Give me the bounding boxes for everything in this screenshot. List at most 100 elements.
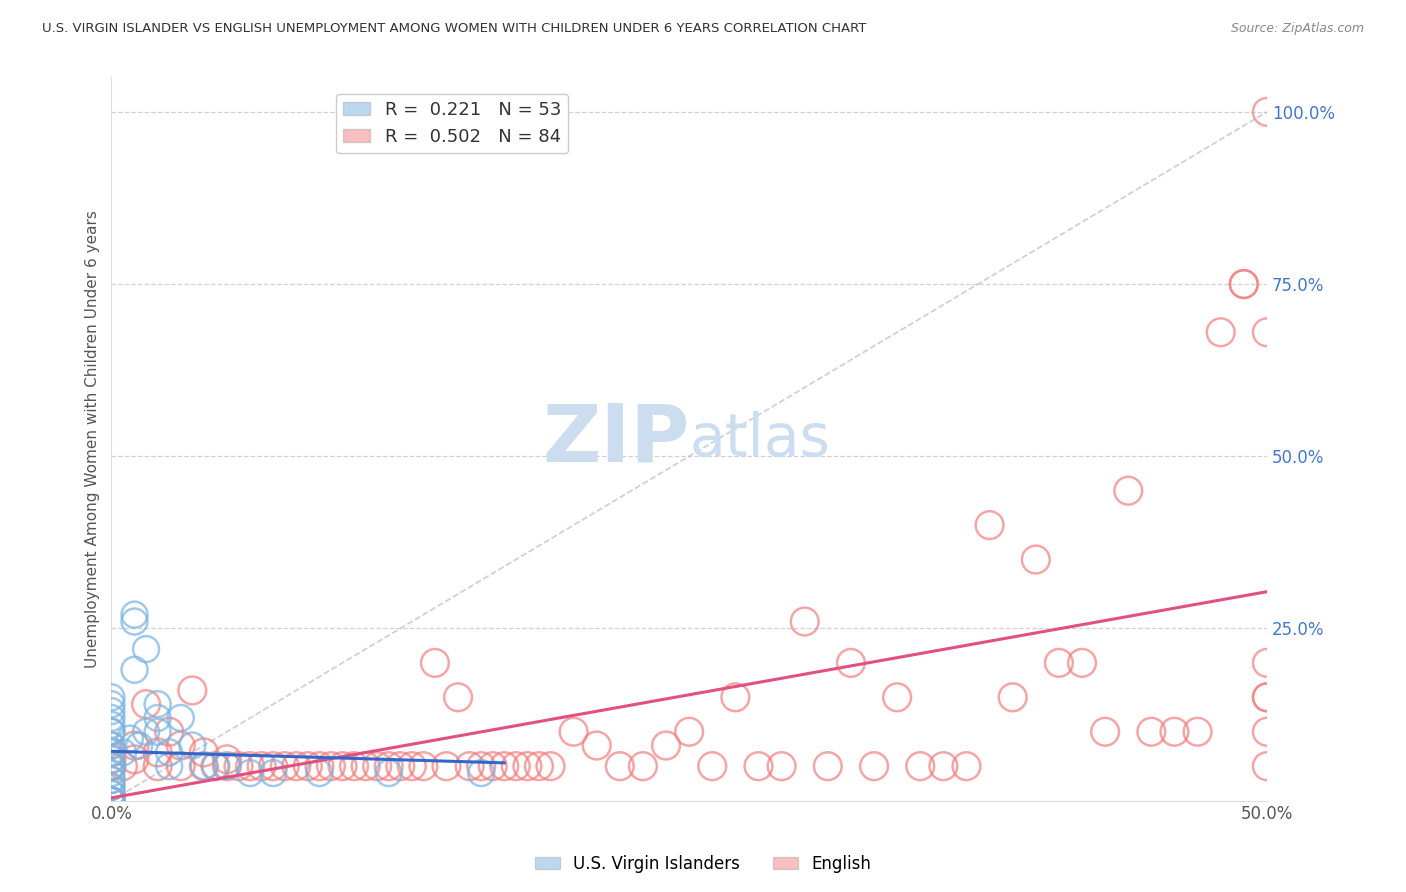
Point <box>540 759 562 773</box>
Point <box>100 780 122 794</box>
Point <box>100 724 122 739</box>
Point <box>1256 104 1278 119</box>
Point <box>262 766 284 780</box>
Point <box>910 759 932 773</box>
Point <box>332 759 354 773</box>
Point <box>817 759 839 773</box>
Point <box>1025 552 1047 566</box>
Point <box>1256 656 1278 670</box>
Point <box>215 752 238 766</box>
Point <box>1233 277 1256 291</box>
Point <box>135 697 157 711</box>
Point <box>1187 724 1209 739</box>
Point <box>886 690 908 705</box>
Point <box>100 772 122 787</box>
Point <box>193 746 215 760</box>
Point <box>100 794 122 808</box>
Point <box>124 739 146 753</box>
Point <box>100 772 122 787</box>
Point <box>979 518 1001 533</box>
Point <box>1140 724 1163 739</box>
Point <box>100 739 122 753</box>
Point <box>100 787 122 801</box>
Y-axis label: Unemployment Among Women with Children Under 6 years: Unemployment Among Women with Children U… <box>86 211 100 668</box>
Point <box>366 759 388 773</box>
Point <box>146 697 169 711</box>
Point <box>100 739 122 753</box>
Point <box>146 746 169 760</box>
Point <box>516 759 538 773</box>
Point <box>100 766 122 780</box>
Point <box>100 718 122 732</box>
Point <box>100 794 122 808</box>
Point <box>100 690 122 705</box>
Point <box>124 752 146 766</box>
Point <box>124 607 146 622</box>
Point <box>100 794 122 808</box>
Point <box>505 759 527 773</box>
Point <box>146 711 169 725</box>
Point <box>793 615 815 629</box>
Point <box>585 739 607 753</box>
Point <box>100 794 122 808</box>
Point <box>747 759 769 773</box>
Point <box>100 752 122 766</box>
Legend: R =  0.221   N = 53, R =  0.502   N = 84: R = 0.221 N = 53, R = 0.502 N = 84 <box>336 94 568 153</box>
Point <box>157 724 180 739</box>
Point <box>100 711 122 725</box>
Point <box>702 759 724 773</box>
Point <box>770 759 793 773</box>
Point <box>494 759 516 773</box>
Point <box>447 690 470 705</box>
Point <box>354 759 377 773</box>
Point <box>100 794 122 808</box>
Point <box>343 759 366 773</box>
Point <box>1209 326 1232 340</box>
Point <box>128 739 150 753</box>
Point <box>1233 277 1256 291</box>
Point <box>377 766 399 780</box>
Point <box>215 759 238 773</box>
Point <box>839 656 862 670</box>
Point <box>170 711 193 725</box>
Point <box>423 656 446 670</box>
Point <box>1256 690 1278 705</box>
Point <box>100 704 122 718</box>
Point <box>319 759 342 773</box>
Point <box>100 794 122 808</box>
Point <box>863 759 886 773</box>
Text: Source: ZipAtlas.com: Source: ZipAtlas.com <box>1230 22 1364 36</box>
Point <box>250 759 273 773</box>
Point <box>1163 724 1185 739</box>
Point <box>470 766 492 780</box>
Point <box>100 759 122 773</box>
Point <box>377 759 399 773</box>
Point <box>100 787 122 801</box>
Point <box>1047 656 1070 670</box>
Point <box>181 683 204 698</box>
Point <box>170 739 193 753</box>
Point <box>562 724 585 739</box>
Point <box>527 759 550 773</box>
Point <box>1256 690 1278 705</box>
Point <box>118 731 141 746</box>
Point <box>100 794 122 808</box>
Point <box>1256 724 1278 739</box>
Point <box>1256 326 1278 340</box>
Point <box>181 739 204 753</box>
Point <box>100 794 122 808</box>
Text: atlas: atlas <box>689 410 830 467</box>
Point <box>436 759 458 773</box>
Point <box>124 663 146 677</box>
Point <box>724 690 747 705</box>
Point <box>1001 690 1024 705</box>
Point <box>135 642 157 657</box>
Point <box>308 766 330 780</box>
Point <box>609 759 631 773</box>
Point <box>285 759 308 773</box>
Point <box>1116 483 1139 498</box>
Point <box>228 759 250 773</box>
Point <box>193 759 215 773</box>
Point <box>135 724 157 739</box>
Text: ZIP: ZIP <box>541 400 689 478</box>
